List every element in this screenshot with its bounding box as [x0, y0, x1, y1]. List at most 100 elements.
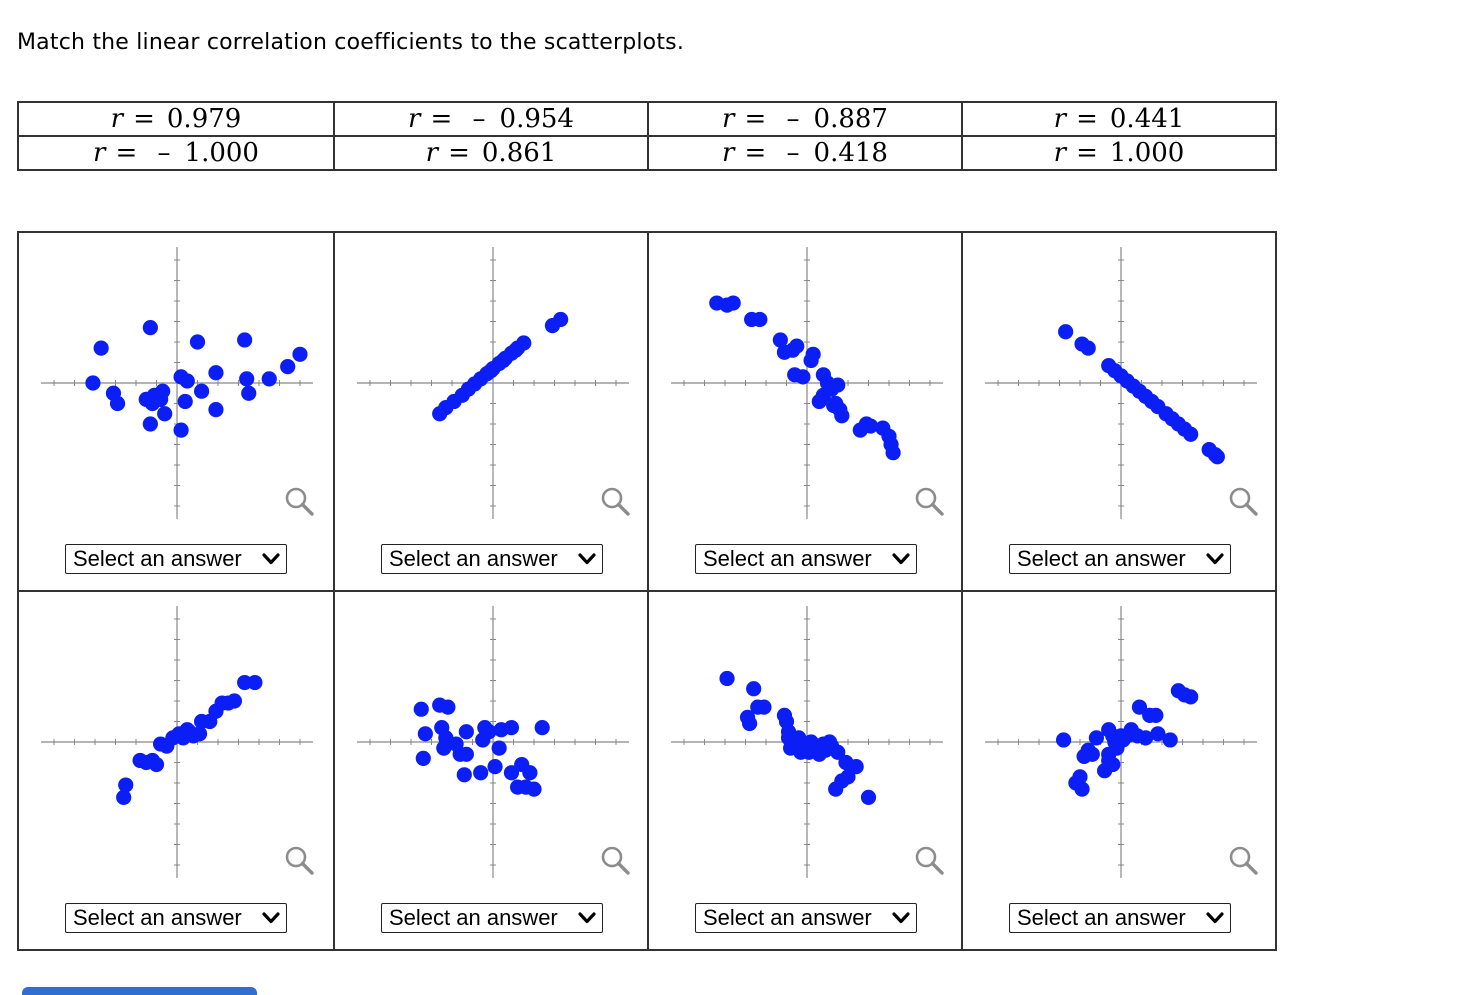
data-point: [413, 701, 429, 717]
scatterplot-cell-4: Select an answer: [961, 231, 1277, 592]
data-point: [208, 365, 224, 381]
question-prompt: Match the linear correlation coefficient…: [17, 30, 685, 55]
coefficient-cell: r = –0.954: [333, 101, 649, 137]
select-label: Select an answer: [73, 546, 242, 571]
r-symbol: r: [408, 104, 421, 134]
data-point: [860, 789, 877, 805]
data-point: [507, 342, 524, 358]
coefficient-value: 0.861: [481, 138, 557, 168]
data-point: [1088, 730, 1104, 746]
data-point: [1056, 732, 1072, 748]
answer-select-8[interactable]: Select an answer: [1009, 903, 1231, 933]
minus-sign: –: [786, 104, 800, 134]
scatterplot-grid: Select an answer Select an answer Select a…: [17, 231, 1277, 951]
plot-row: Select an answer Select an answer Select a…: [17, 231, 1277, 592]
zoom-magnifier-icon[interactable]: [1227, 844, 1261, 878]
select-label: Select an answer: [1017, 905, 1186, 930]
coefficient-value: 0.954: [499, 104, 574, 134]
zoom-magnifier-icon[interactable]: [1227, 485, 1261, 519]
data-point: [148, 756, 165, 773]
minus-sign: –: [472, 104, 486, 134]
answer-select-5[interactable]: Select an answer: [65, 903, 287, 933]
data-point: [475, 732, 491, 748]
answer-select-4[interactable]: Select an answer: [1009, 544, 1231, 574]
data-point: [155, 383, 171, 399]
answer-select-3[interactable]: Select an answer: [695, 544, 917, 574]
data-point: [194, 383, 210, 399]
r-symbol: r: [1053, 104, 1067, 134]
select-label: Select an answer: [389, 546, 558, 571]
data-point: [553, 311, 569, 328]
data-point: [142, 416, 158, 432]
data-point: [1115, 732, 1131, 748]
data-point: [510, 779, 526, 795]
scatterplot-8: [985, 606, 1257, 878]
data-point: [503, 720, 520, 736]
select-label: Select an answer: [73, 905, 242, 930]
coefficient-value: 0.441: [1109, 104, 1185, 134]
coefficient-table: r = 0.979 r = –0.954 r = –0.887 r = 0.441 r = –1.00…: [17, 101, 1277, 171]
scatterplot-7: [671, 606, 943, 878]
data-point: [817, 742, 834, 758]
r-symbol: r: [1053, 138, 1067, 168]
data-point: [830, 744, 846, 760]
data-point: [534, 720, 550, 736]
data-point: [458, 724, 474, 740]
equals-sign: =: [744, 138, 767, 168]
data-point: [514, 756, 530, 773]
zoom-magnifier-icon[interactable]: [913, 844, 947, 878]
r-symbol: r: [425, 138, 439, 168]
equals-sign: =: [115, 138, 138, 168]
data-point: [487, 759, 503, 775]
data-point: [862, 418, 879, 434]
coefficient-value: 1.000: [1109, 138, 1185, 168]
data-point: [491, 740, 507, 756]
answer-select-2[interactable]: Select an answer: [381, 544, 603, 574]
zoom-magnifier-icon[interactable]: [599, 485, 633, 519]
zoom-magnifier-icon[interactable]: [599, 844, 633, 878]
scatterplot-cell-2: Select an answer: [333, 231, 649, 592]
data-point: [440, 699, 456, 715]
zoom-magnifier-icon[interactable]: [913, 485, 947, 519]
scatterplot-4: [985, 247, 1257, 519]
data-point: [1209, 449, 1225, 465]
data-point: [179, 373, 195, 389]
data-point: [173, 422, 189, 438]
data-point: [815, 387, 831, 403]
data-point: [828, 781, 844, 797]
scatterplot-cell-8: Select an answer: [961, 590, 1277, 951]
data-point: [138, 391, 154, 407]
select-label: Select an answer: [389, 905, 558, 930]
coefficient-cell: r = –1.000: [17, 135, 335, 171]
minus-sign: –: [786, 138, 800, 168]
minus-sign: –: [157, 138, 171, 168]
scatterplot-cell-5: Select an answer: [17, 590, 335, 951]
coefficient-cell: r = 0.979: [17, 101, 335, 137]
data-point: [746, 681, 762, 697]
data-point: [1138, 730, 1154, 746]
answer-select-7[interactable]: Select an answer: [695, 903, 917, 933]
answer-select-6[interactable]: Select an answer: [381, 903, 603, 933]
r-symbol: r: [110, 104, 124, 134]
answer-select-1[interactable]: Select an answer: [65, 544, 287, 574]
data-point: [226, 693, 242, 709]
data-point: [1080, 340, 1096, 356]
data-point: [1162, 732, 1178, 748]
coefficient-cell: r = –0.418: [647, 135, 963, 171]
data-point: [752, 311, 768, 328]
data-point: [241, 385, 257, 401]
zoom-magnifier-icon[interactable]: [283, 844, 317, 878]
chevron-down-icon: [1206, 553, 1224, 565]
chevron-down-icon: [892, 553, 910, 565]
coefficient-value: 0.418: [813, 138, 888, 168]
data-point: [1131, 699, 1148, 715]
submit-button[interactable]: [22, 987, 257, 995]
data-point: [116, 789, 132, 805]
zoom-magnifier-icon[interactable]: [283, 485, 317, 519]
data-point: [1183, 426, 1199, 442]
select-label: Select an answer: [703, 546, 872, 571]
plot-row: Select an answer Select an answer Select a…: [17, 590, 1277, 951]
data-point: [85, 375, 101, 391]
chevron-down-icon: [892, 912, 910, 924]
scatterplot-cell-3: Select an answer: [647, 231, 963, 592]
